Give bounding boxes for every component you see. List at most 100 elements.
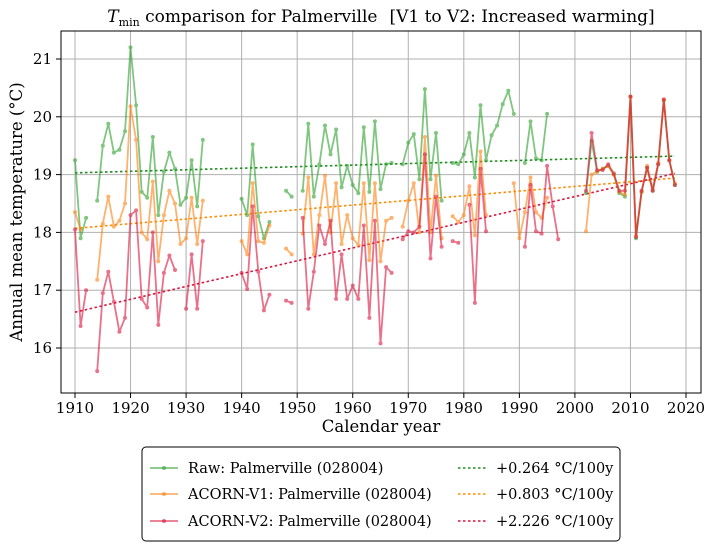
data-point xyxy=(539,158,544,163)
data-point xyxy=(550,204,555,209)
legend-item-series-2: ACORN-V1: Palmerville (028004) xyxy=(150,487,432,503)
data-point xyxy=(123,315,127,320)
data-point xyxy=(611,171,616,176)
data-point xyxy=(250,204,255,209)
data-point xyxy=(106,269,111,274)
data-point xyxy=(417,224,422,229)
data-point xyxy=(522,244,527,249)
data-point xyxy=(323,123,327,128)
legend: Raw: Palmerville (028004) ACORN-V1: Palme… xyxy=(141,446,621,542)
data-point xyxy=(100,143,105,148)
data-point xyxy=(189,252,194,257)
data-point xyxy=(478,166,483,171)
legend-label: ACORN-V2: Palmerville (028004) xyxy=(187,514,432,530)
data-point xyxy=(634,235,638,239)
x-tick-label: 2020 xyxy=(667,399,705,417)
data-point xyxy=(356,243,361,248)
data-point xyxy=(323,242,327,246)
data-point xyxy=(284,246,289,251)
data-point xyxy=(339,242,344,246)
legend-item-series-3: ACORN-V2: Palmerville (028004) xyxy=(150,514,432,530)
data-point xyxy=(584,188,588,193)
data-point xyxy=(317,162,322,167)
data-point xyxy=(417,230,422,235)
data-point xyxy=(311,252,316,257)
data-point xyxy=(200,239,205,244)
series-lines xyxy=(73,45,677,374)
data-point xyxy=(261,240,266,245)
data-point xyxy=(173,166,177,171)
data-point xyxy=(484,158,488,163)
data-point xyxy=(184,306,189,311)
data-point xyxy=(511,181,516,186)
legend-label: Raw: Palmerville (028004) xyxy=(188,461,383,477)
data-point xyxy=(350,283,355,288)
data-point xyxy=(156,213,161,218)
data-point xyxy=(356,191,361,196)
data-point xyxy=(511,111,516,116)
data-point xyxy=(361,223,366,228)
data-point xyxy=(439,198,444,203)
data-point xyxy=(400,224,405,229)
data-point xyxy=(628,94,633,99)
data-point xyxy=(128,45,133,50)
data-point xyxy=(95,198,100,203)
data-point xyxy=(256,214,261,219)
data-point xyxy=(78,236,83,241)
data-point xyxy=(450,239,455,244)
series-3 xyxy=(73,94,677,374)
series-line-segment xyxy=(185,241,204,310)
data-point xyxy=(411,132,416,137)
data-point xyxy=(545,163,550,168)
data-point xyxy=(400,237,405,242)
data-point xyxy=(589,172,594,177)
data-point xyxy=(422,135,427,139)
data-point xyxy=(84,288,89,293)
data-point xyxy=(245,252,250,257)
data-point xyxy=(334,127,339,132)
data-point xyxy=(478,149,483,154)
data-point xyxy=(372,218,377,223)
data-point xyxy=(317,213,322,218)
data-point xyxy=(184,195,189,200)
y-axis-label: Annual mean temperature (°C) xyxy=(7,82,26,342)
data-point xyxy=(472,300,477,305)
data-point xyxy=(117,218,122,223)
data-point xyxy=(156,322,161,327)
data-point xyxy=(467,131,472,135)
data-point xyxy=(661,97,666,102)
data-point xyxy=(450,214,455,219)
data-point xyxy=(428,177,433,182)
data-point xyxy=(245,287,250,291)
y-tick-label: 17 xyxy=(33,281,52,299)
data-point xyxy=(111,150,116,155)
plot-frame xyxy=(60,30,702,394)
legend-box xyxy=(141,446,621,542)
data-point xyxy=(345,163,350,168)
legend-label: +2.226 °C/100y xyxy=(496,514,614,530)
data-point xyxy=(389,215,394,220)
series-line-segment xyxy=(240,143,271,240)
data-point xyxy=(384,218,389,223)
data-point xyxy=(289,300,294,305)
data-point xyxy=(334,181,339,186)
data-point xyxy=(267,223,272,228)
data-point xyxy=(256,239,261,244)
data-point xyxy=(589,131,594,135)
data-point xyxy=(478,103,483,108)
data-point xyxy=(439,244,444,249)
data-point xyxy=(256,269,261,274)
data-point xyxy=(378,259,383,264)
data-point xyxy=(250,142,255,147)
data-point xyxy=(622,188,627,193)
data-point xyxy=(556,237,561,242)
x-tick-label: 1930 xyxy=(167,399,205,417)
legend-label: +0.264 °C/100y xyxy=(496,461,614,477)
data-point xyxy=(389,270,394,275)
data-point xyxy=(123,129,127,134)
data-point xyxy=(156,259,161,264)
data-point xyxy=(450,161,455,165)
x-tick-label: 1990 xyxy=(500,399,538,417)
data-point xyxy=(167,150,172,155)
data-point xyxy=(145,237,150,242)
